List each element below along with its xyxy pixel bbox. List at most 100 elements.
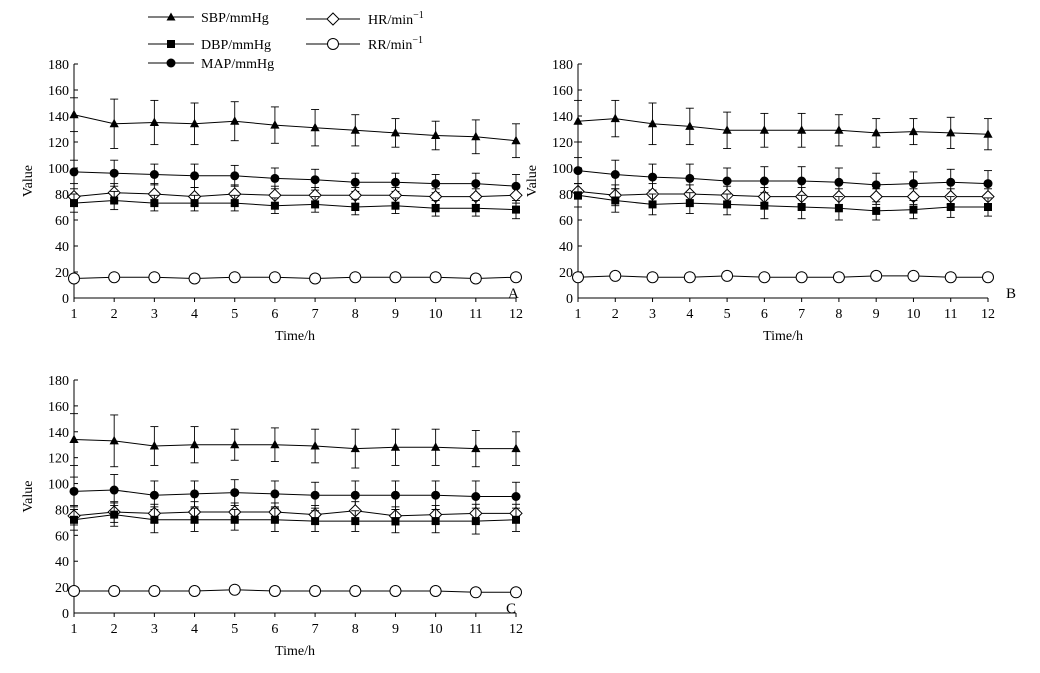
data-point bbox=[609, 269, 622, 282]
data-point bbox=[511, 181, 521, 191]
data-point bbox=[872, 206, 881, 215]
data-point bbox=[512, 515, 520, 524]
data-point bbox=[685, 199, 694, 208]
data-point bbox=[109, 485, 119, 495]
y-tick-label: 100 bbox=[48, 478, 69, 493]
x-tick-label: 3 bbox=[649, 307, 656, 322]
data-point bbox=[69, 486, 79, 496]
y-tick-label: 80 bbox=[559, 188, 573, 203]
data-point bbox=[69, 434, 79, 444]
data-point bbox=[795, 271, 808, 284]
panel-label: B bbox=[1006, 286, 1016, 302]
y-tick-label: 20 bbox=[55, 581, 69, 596]
data-point bbox=[391, 201, 400, 210]
data-point bbox=[190, 515, 199, 524]
data-point bbox=[350, 125, 360, 134]
x-tick-label: 7 bbox=[312, 622, 319, 637]
x-tick-label: 3 bbox=[151, 307, 158, 322]
data-point bbox=[270, 173, 280, 183]
data-point bbox=[270, 439, 280, 449]
y-tick-label: 20 bbox=[55, 266, 69, 281]
x-tick-label: 7 bbox=[312, 307, 319, 322]
x-axis-label: Time/h bbox=[275, 644, 315, 659]
data-point bbox=[149, 117, 159, 126]
data-point bbox=[471, 492, 481, 501]
legend-entry-sbp: SBP/mmHg bbox=[148, 11, 269, 26]
y-tick-label: 40 bbox=[55, 555, 69, 570]
data-point bbox=[685, 173, 695, 183]
data-point bbox=[350, 490, 360, 500]
data-point bbox=[390, 177, 400, 187]
legend-entry-hr: HR/min−1 bbox=[306, 10, 424, 28]
data-point bbox=[148, 271, 161, 284]
x-tick-label: 9 bbox=[392, 622, 399, 637]
data-point bbox=[351, 517, 360, 526]
series-sbp bbox=[69, 413, 521, 469]
data-point bbox=[228, 271, 241, 284]
series-line bbox=[74, 589, 516, 593]
data-point bbox=[685, 121, 695, 130]
x-tick-label: 8 bbox=[352, 622, 359, 637]
series-line bbox=[73, 276, 517, 280]
data-point bbox=[431, 130, 441, 139]
x-tick-label: 9 bbox=[873, 307, 880, 322]
series-line bbox=[73, 192, 517, 198]
data-point bbox=[268, 584, 281, 597]
series-sbp bbox=[573, 99, 993, 151]
x-tick-label: 10 bbox=[429, 622, 443, 637]
data-point bbox=[110, 510, 119, 519]
data-point bbox=[834, 125, 844, 134]
x-tick-label: 11 bbox=[469, 307, 482, 322]
data-point bbox=[870, 269, 883, 282]
x-tick-label: 6 bbox=[271, 307, 278, 322]
data-point bbox=[431, 517, 440, 526]
data-point bbox=[471, 131, 481, 141]
series-sbp bbox=[69, 97, 521, 159]
panel-label: C bbox=[506, 601, 516, 617]
x-tick-label: 10 bbox=[429, 307, 443, 322]
series-line bbox=[73, 510, 516, 517]
data-point bbox=[310, 490, 320, 500]
x-tick-label: 11 bbox=[469, 622, 482, 637]
data-point bbox=[431, 179, 441, 189]
data-point bbox=[908, 126, 919, 136]
data-point bbox=[150, 199, 159, 208]
series-dbp bbox=[574, 183, 992, 221]
data-point bbox=[389, 584, 402, 597]
y-tick-label: 100 bbox=[552, 162, 573, 177]
data-point bbox=[149, 490, 159, 500]
data-point bbox=[188, 272, 201, 285]
data-point bbox=[760, 201, 769, 210]
y-tick-label: 120 bbox=[552, 136, 573, 151]
x-tick-label: 11 bbox=[944, 307, 957, 322]
data-point bbox=[722, 176, 732, 186]
x-tick-label: 2 bbox=[111, 307, 118, 322]
data-point bbox=[190, 199, 199, 208]
series-line bbox=[73, 171, 517, 187]
x-tick-label: 9 bbox=[392, 307, 399, 322]
data-point bbox=[228, 583, 241, 596]
data-point bbox=[721, 269, 734, 282]
data-point bbox=[389, 271, 402, 284]
data-point bbox=[907, 269, 920, 282]
data-point bbox=[646, 271, 659, 284]
data-point bbox=[832, 271, 845, 284]
data-point bbox=[310, 122, 320, 132]
x-tick-label: 3 bbox=[151, 622, 158, 637]
data-point bbox=[109, 118, 119, 128]
data-point bbox=[871, 127, 881, 137]
y-tick-label: 180 bbox=[48, 374, 69, 389]
series-rr bbox=[572, 269, 994, 284]
y-tick-label: 180 bbox=[48, 58, 69, 73]
data-point bbox=[429, 584, 442, 597]
data-point bbox=[648, 200, 657, 209]
data-point bbox=[390, 127, 401, 137]
data-point bbox=[469, 272, 482, 285]
y-tick-label: 60 bbox=[559, 214, 573, 229]
y-tick-label: 0 bbox=[62, 607, 69, 622]
data-point bbox=[270, 489, 280, 499]
data-point bbox=[834, 204, 843, 213]
data-point bbox=[946, 127, 956, 137]
